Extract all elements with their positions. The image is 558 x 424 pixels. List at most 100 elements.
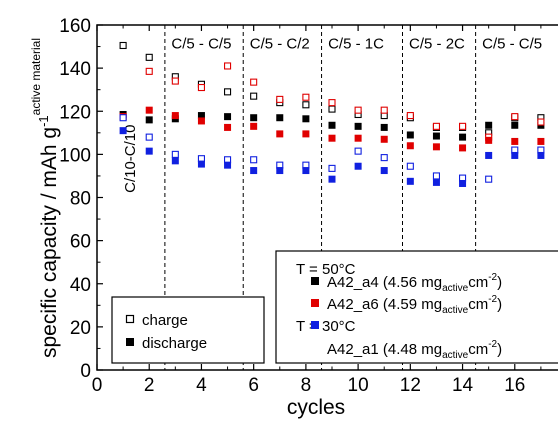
discharge-point: [354, 134, 362, 142]
y-axis-title: specific capacity / mAh g-1active materi…: [29, 38, 61, 358]
discharge-point: [485, 121, 493, 129]
charge-point: [276, 95, 284, 103]
discharge-point: [459, 179, 467, 187]
charge-point: [328, 164, 336, 172]
y-axis-title-sub: active material: [29, 38, 43, 115]
discharge-point: [380, 167, 388, 175]
y-tick-label: 160: [59, 16, 91, 37]
discharge-point: [328, 175, 336, 183]
discharge-point: [380, 123, 388, 131]
discharge-point: [354, 122, 362, 130]
legend-temp-30: T = 30°C: [296, 318, 356, 335]
discharge-point: [406, 177, 414, 185]
charge-point: [459, 122, 467, 130]
x-tick-label: 12: [400, 375, 421, 396]
discharge-point: [302, 130, 310, 138]
charge-point: [197, 83, 205, 92]
charge-point: [224, 88, 232, 96]
discharge-point: [432, 143, 440, 151]
charge-point: [537, 118, 545, 126]
discharge-point: [354, 162, 362, 170]
series-legend-box: [275, 250, 558, 364]
discharge-point: [511, 121, 519, 129]
discharge-point: [224, 113, 232, 121]
y-tick-label: 100: [59, 145, 91, 166]
discharge-point: [511, 151, 519, 159]
x-tick-label: 2: [144, 375, 155, 396]
discharge-point: [197, 112, 205, 120]
discharge-point: [197, 160, 205, 168]
discharge-point: [250, 167, 258, 175]
x-tick-label: 0: [92, 375, 103, 396]
discharge-point: [276, 130, 284, 138]
y-tick-label: 140: [59, 59, 91, 80]
marker-legend-box: [111, 296, 265, 364]
rate-label: C/5 - C/5: [482, 36, 542, 53]
charge-point: [145, 133, 153, 141]
charge-point: [250, 156, 258, 164]
discharge-point: [224, 123, 232, 131]
discharge-point: [276, 114, 284, 122]
discharge-point: [406, 131, 414, 139]
discharge-point: [485, 151, 493, 159]
discharge-point: [485, 136, 493, 144]
charge-point: [171, 77, 179, 85]
discharge-point: [145, 147, 153, 155]
discharge-point: [197, 117, 205, 125]
discharge-point: [276, 167, 284, 175]
charge-point: [432, 122, 440, 130]
discharge-point: [224, 161, 232, 169]
marker-legend: charge discharge: [111, 296, 265, 364]
charge-point: [145, 67, 153, 75]
charge-point: [250, 92, 258, 100]
charge-point: [171, 150, 179, 158]
discharge-point: [302, 115, 310, 123]
legend-a42-a1-marker: [311, 321, 319, 329]
rate-label: C/10-C/10: [122, 125, 139, 193]
legend-charge-marker: [125, 314, 135, 324]
charge-point: [328, 105, 336, 113]
y-axis-title-main: specific capacity / mAh g: [38, 127, 61, 358]
charge-point: [119, 114, 127, 122]
discharge-point: [171, 157, 179, 165]
discharge-point: [145, 116, 153, 124]
charge-point: [485, 175, 493, 183]
legend-a42-a4-marker: [311, 277, 319, 285]
legend-charge-label: charge: [142, 312, 188, 329]
legend-a42-a4-label: A42_a4 (4.56 mgactivecm-2): [327, 272, 502, 294]
legend-discharge-marker: [126, 338, 134, 346]
discharge-point: [302, 167, 310, 175]
discharge-point: [250, 114, 258, 122]
discharge-point: [171, 112, 179, 120]
legend-a42-a6-label: A42_a6 (4.59 mgactivecm-2): [327, 294, 502, 316]
rate-label: C/5 - C/5: [171, 36, 231, 53]
charge-point: [224, 62, 232, 70]
charge-point: [328, 99, 336, 107]
x-tick-label: 10: [348, 375, 369, 396]
discharge-point: [250, 122, 258, 130]
charge-point: [302, 101, 310, 109]
x-tick-label: 6: [248, 375, 259, 396]
rate-label: C/5 - C/2: [250, 36, 310, 53]
discharge-point: [537, 137, 545, 145]
x-tick-label: 14: [452, 375, 474, 396]
x-axis-title: cycles: [287, 396, 345, 419]
charge-point: [511, 113, 519, 121]
discharge-point: [380, 135, 388, 143]
discharge-point: [432, 132, 440, 140]
y-axis-title-sup: -1: [36, 115, 51, 127]
svg-text:specific capacity / mAh g-1act: specific capacity / mAh g-1active materi…: [29, 38, 61, 358]
charge-point: [380, 106, 388, 114]
charge-point: [380, 154, 388, 162]
y-tick-label: 60: [70, 232, 91, 253]
charge-point: [302, 93, 310, 101]
rate-label: C/5 - 2C: [409, 36, 465, 53]
y-tick-label: 40: [70, 275, 91, 296]
y-tick-label: 80: [70, 189, 91, 210]
charge-point: [354, 106, 362, 114]
series-legend: T = 50°C A42_a4 (4.56 mgactivecm-2) A42_…: [275, 250, 558, 364]
discharge-point: [459, 133, 467, 141]
y-tick-label: 120: [59, 102, 91, 123]
discharge-point: [459, 144, 467, 152]
discharge-point: [406, 142, 414, 150]
